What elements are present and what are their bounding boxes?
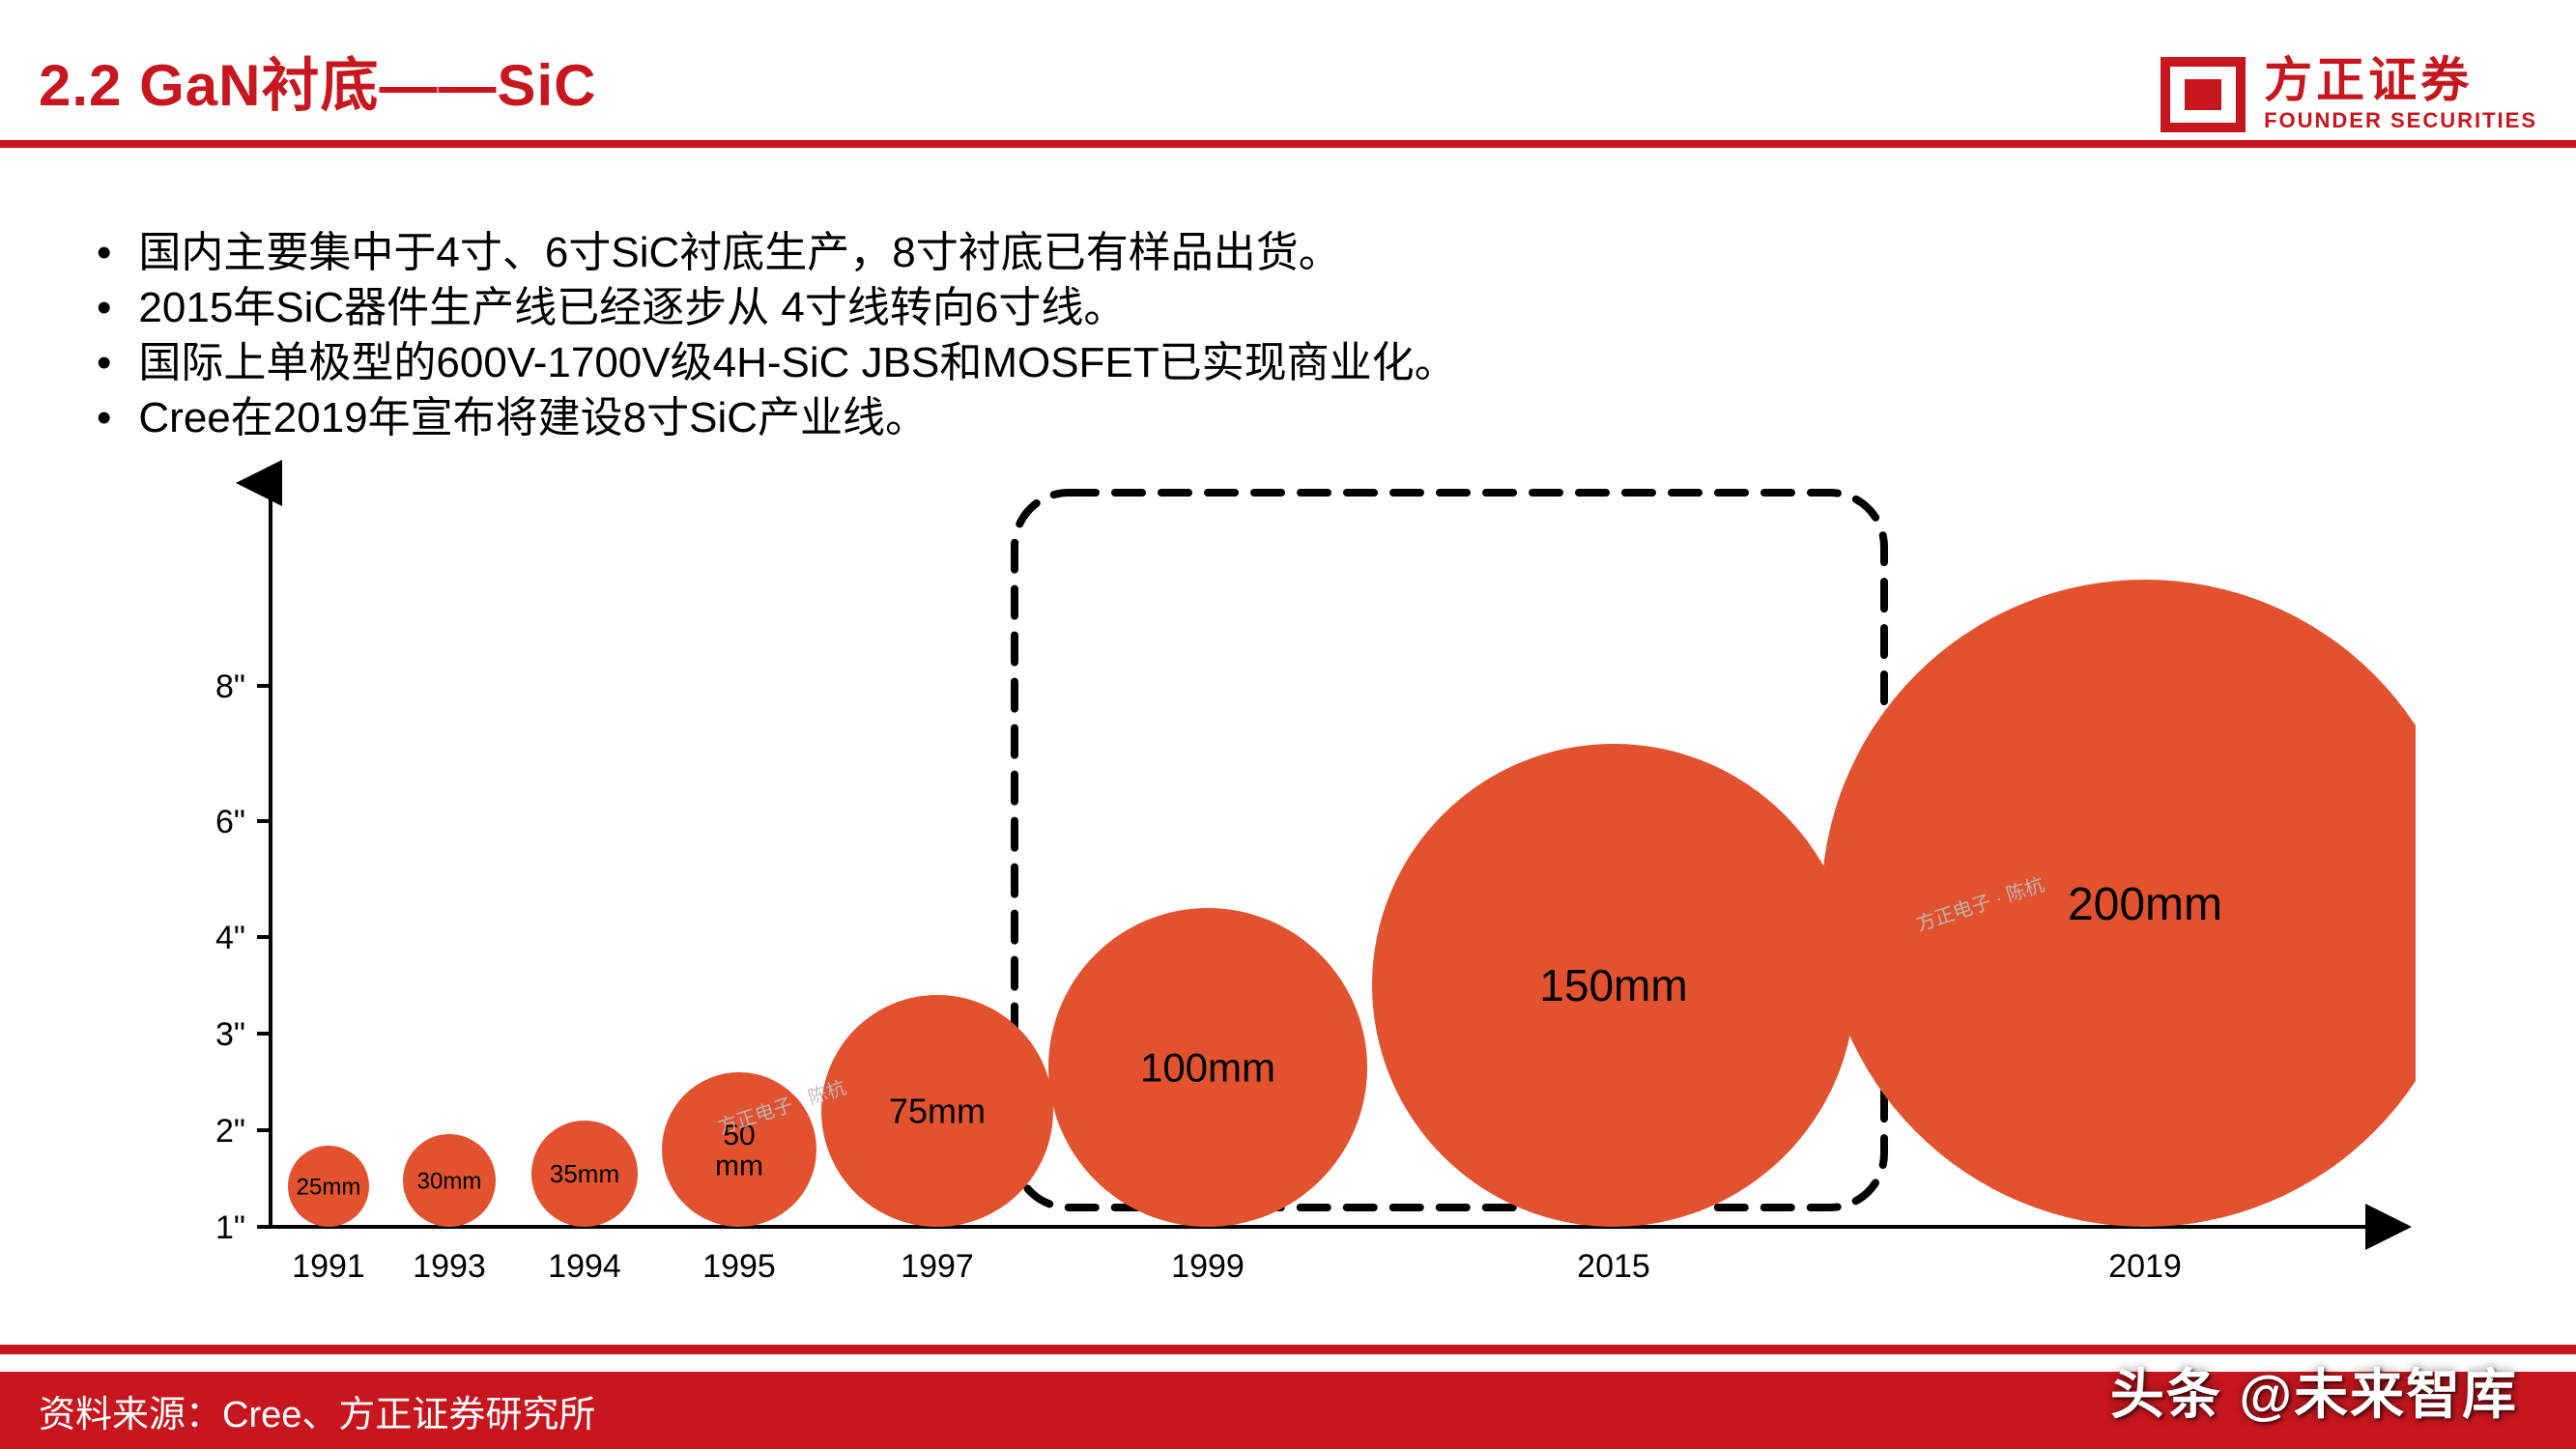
logo-text-cn: 方正证券	[2264, 56, 2537, 104]
y-tick-label: 1"	[215, 1209, 245, 1246]
y-tick-label: 4"	[215, 920, 245, 956]
bubble-label: 200mm	[2068, 879, 2222, 930]
bubble-label: 75mm	[889, 1092, 986, 1131]
bullet-item: 国际上单极型的600V-1700V级4H-SiC JBS和MOSFET已实现商业…	[97, 336, 1457, 389]
bubble-label: 150mm	[1539, 960, 1687, 1010]
logo-text-en: FOUNDER SECURITIES	[2264, 108, 2537, 133]
x-axis-label: 1999	[1171, 1248, 1245, 1285]
x-axis-label: 1997	[901, 1248, 974, 1285]
logo-icon	[2160, 56, 2247, 133]
x-axis-label: 2015	[1577, 1248, 1650, 1285]
y-tick-label: 8"	[215, 668, 245, 705]
brand-logo: 方正证券 FOUNDER SECURITIES	[2160, 56, 2537, 133]
x-axis-label: 1995	[702, 1248, 776, 1285]
watermark-main: 头条 @未来智库	[2110, 1351, 2518, 1430]
y-tick-label: 3"	[215, 1016, 245, 1053]
x-axis-label: 1994	[548, 1248, 621, 1285]
bubble-chart: 1"2"3"4"6"8"25mm30mm35mm50mm75mm100mm150…	[213, 454, 2416, 1343]
bubble-label: 30mm	[417, 1168, 482, 1194]
bubble-label: 25mm	[297, 1174, 361, 1200]
bullet-list: 国内主要集中于4寸、6寸SiC衬底生产，8寸衬底已有样品出货。 2015年SiC…	[58, 226, 1457, 446]
source-label: 资料来源：Cree、方正证券研究所	[39, 1384, 595, 1437]
title-underline	[0, 140, 2576, 148]
y-tick-label: 2"	[215, 1113, 245, 1150]
bubble-label: 100mm	[1140, 1045, 1275, 1091]
slide-title: 2.2 GaN衬底——SiC	[39, 39, 596, 123]
bullet-item: Cree在2019年宣布将建设8寸SiC产业线。	[97, 391, 1457, 444]
x-axis-label: 1991	[292, 1248, 365, 1285]
bullet-item: 国内主要集中于4寸、6寸SiC衬底生产，8寸衬底已有样品出货。	[97, 226, 1457, 279]
bubble-label: 35mm	[550, 1159, 619, 1188]
x-axis-label: 2019	[2108, 1248, 2182, 1285]
y-tick-label: 6"	[215, 804, 245, 840]
bubble-label: mm	[715, 1150, 763, 1181]
x-axis-label: 1993	[413, 1248, 486, 1285]
bullet-item: 2015年SiC器件生产线已经逐步从 4寸线转向6寸线。	[97, 281, 1457, 334]
